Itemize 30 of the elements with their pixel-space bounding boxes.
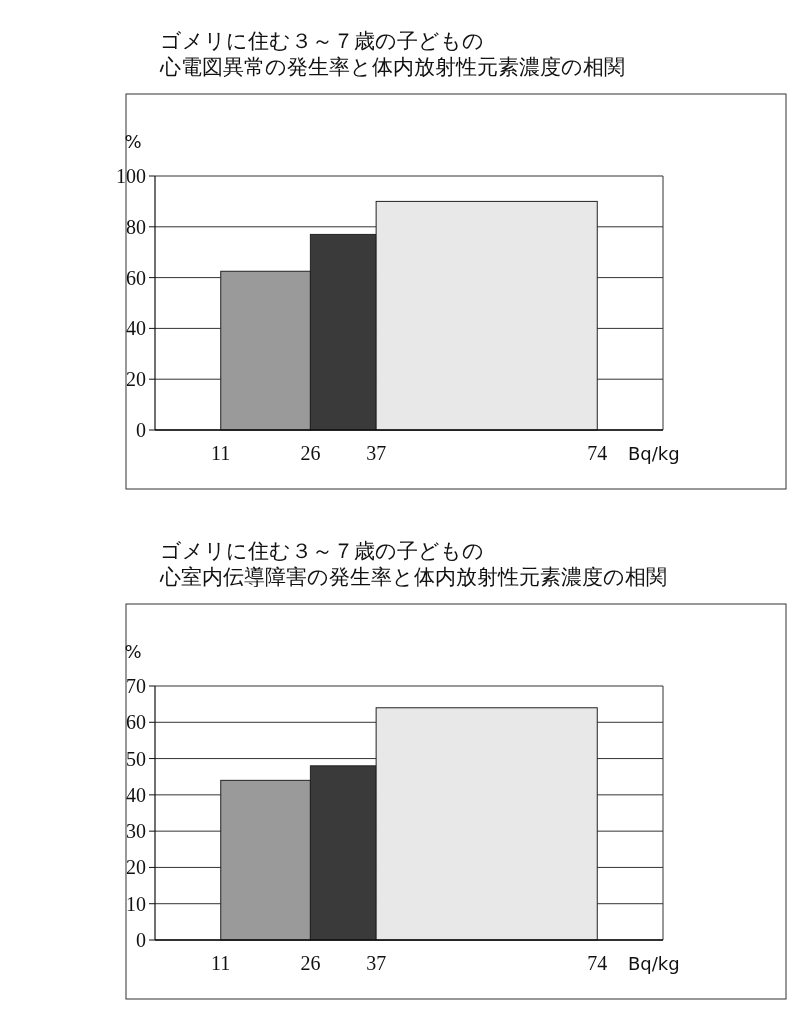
- y-tick-label: 10: [126, 892, 146, 915]
- y-tick-label: 80: [126, 215, 146, 238]
- x-tick-label: 37: [366, 952, 387, 974]
- y-tick-label: 70: [126, 675, 146, 697]
- y-tick-label: 0: [136, 929, 146, 951]
- x-tick-label: 11: [211, 442, 231, 464]
- x-tick-label: 74: [587, 952, 608, 974]
- x-tick-label: 26: [300, 442, 321, 464]
- y-tick-label: 60: [126, 711, 146, 734]
- x-axis-title: Bq/kg: [628, 953, 680, 974]
- x-tick-label: 11: [211, 952, 231, 974]
- x-tick-label: 26: [300, 952, 321, 974]
- y-tick-label: 0: [136, 419, 146, 441]
- y-tick-label: 20: [126, 856, 146, 879]
- y-tick-label: 50: [126, 747, 146, 770]
- y-axis-title: %: [124, 131, 142, 152]
- y-tick-label: 60: [126, 266, 146, 289]
- x-tick-label: 74: [587, 442, 608, 464]
- y-tick-label: 40: [126, 783, 146, 806]
- y-tick-label: 20: [126, 368, 146, 391]
- y-tick-label: 30: [126, 820, 146, 843]
- y-axis-title: %: [124, 641, 142, 662]
- y-tick-label: 40: [126, 317, 146, 340]
- chart-title: ゴメリに住む３～７歳の子どもの: [160, 539, 484, 563]
- chart-subtitle: 心室内伝導障害の発生率と体内放射性元素濃度の相関: [159, 565, 667, 589]
- x-tick-label: 37: [366, 442, 387, 464]
- chart-subtitle: 心電図異常の発生率と体内放射性元素濃度の相関: [159, 55, 625, 79]
- y-tick-label: 100: [116, 165, 146, 187]
- x-axis-title: Bq/kg: [628, 443, 680, 464]
- chart-title: ゴメリに住む３～７歳の子どもの: [160, 29, 484, 53]
